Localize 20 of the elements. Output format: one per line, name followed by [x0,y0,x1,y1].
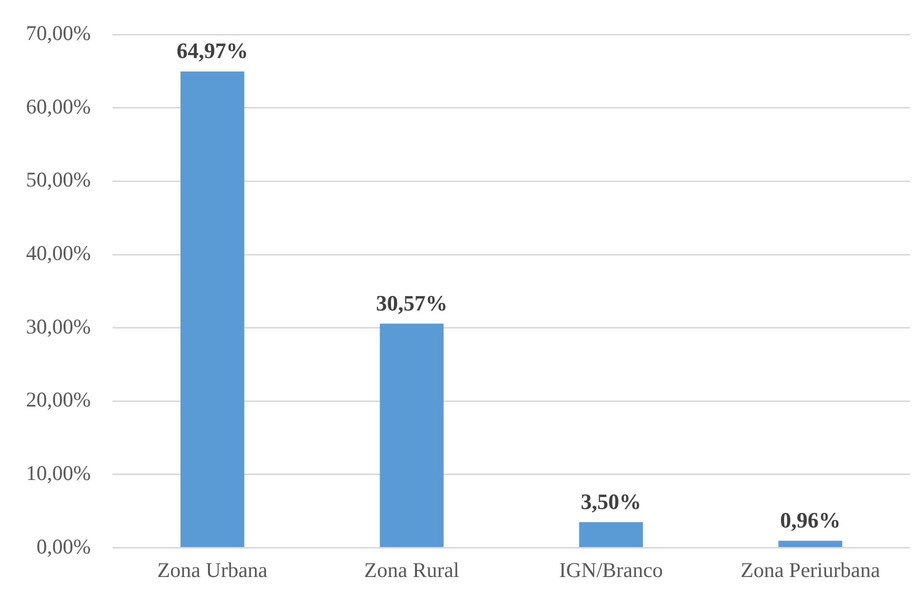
x-tick-label: Zona Rural [364,558,460,582]
y-tick-label: 70,00% [26,21,91,46]
bar [380,324,444,548]
y-tick-label: 10,00% [26,461,91,485]
data-label: 0,96% [780,507,841,532]
data-label: 3,50% [580,488,642,514]
x-tick-label: Zona Periurbana [740,558,881,582]
bar [778,540,842,548]
y-tick-label: 50,00% [26,168,91,192]
y-tick-label: 0,00% [36,534,91,558]
bar [579,522,643,548]
data-label: 64,97% [176,38,248,64]
data-label: 30,57% [376,290,448,316]
y-tick-label: 30,00% [26,314,91,338]
y-tick-label: 20,00% [26,388,91,412]
y-tick-label: 40,00% [26,241,91,266]
bar [180,71,244,548]
x-tick-label: Zona Urbana [157,558,268,582]
y-tick-label: 60,00% [26,94,91,118]
x-tick-label: IGN/Branco [559,558,663,582]
